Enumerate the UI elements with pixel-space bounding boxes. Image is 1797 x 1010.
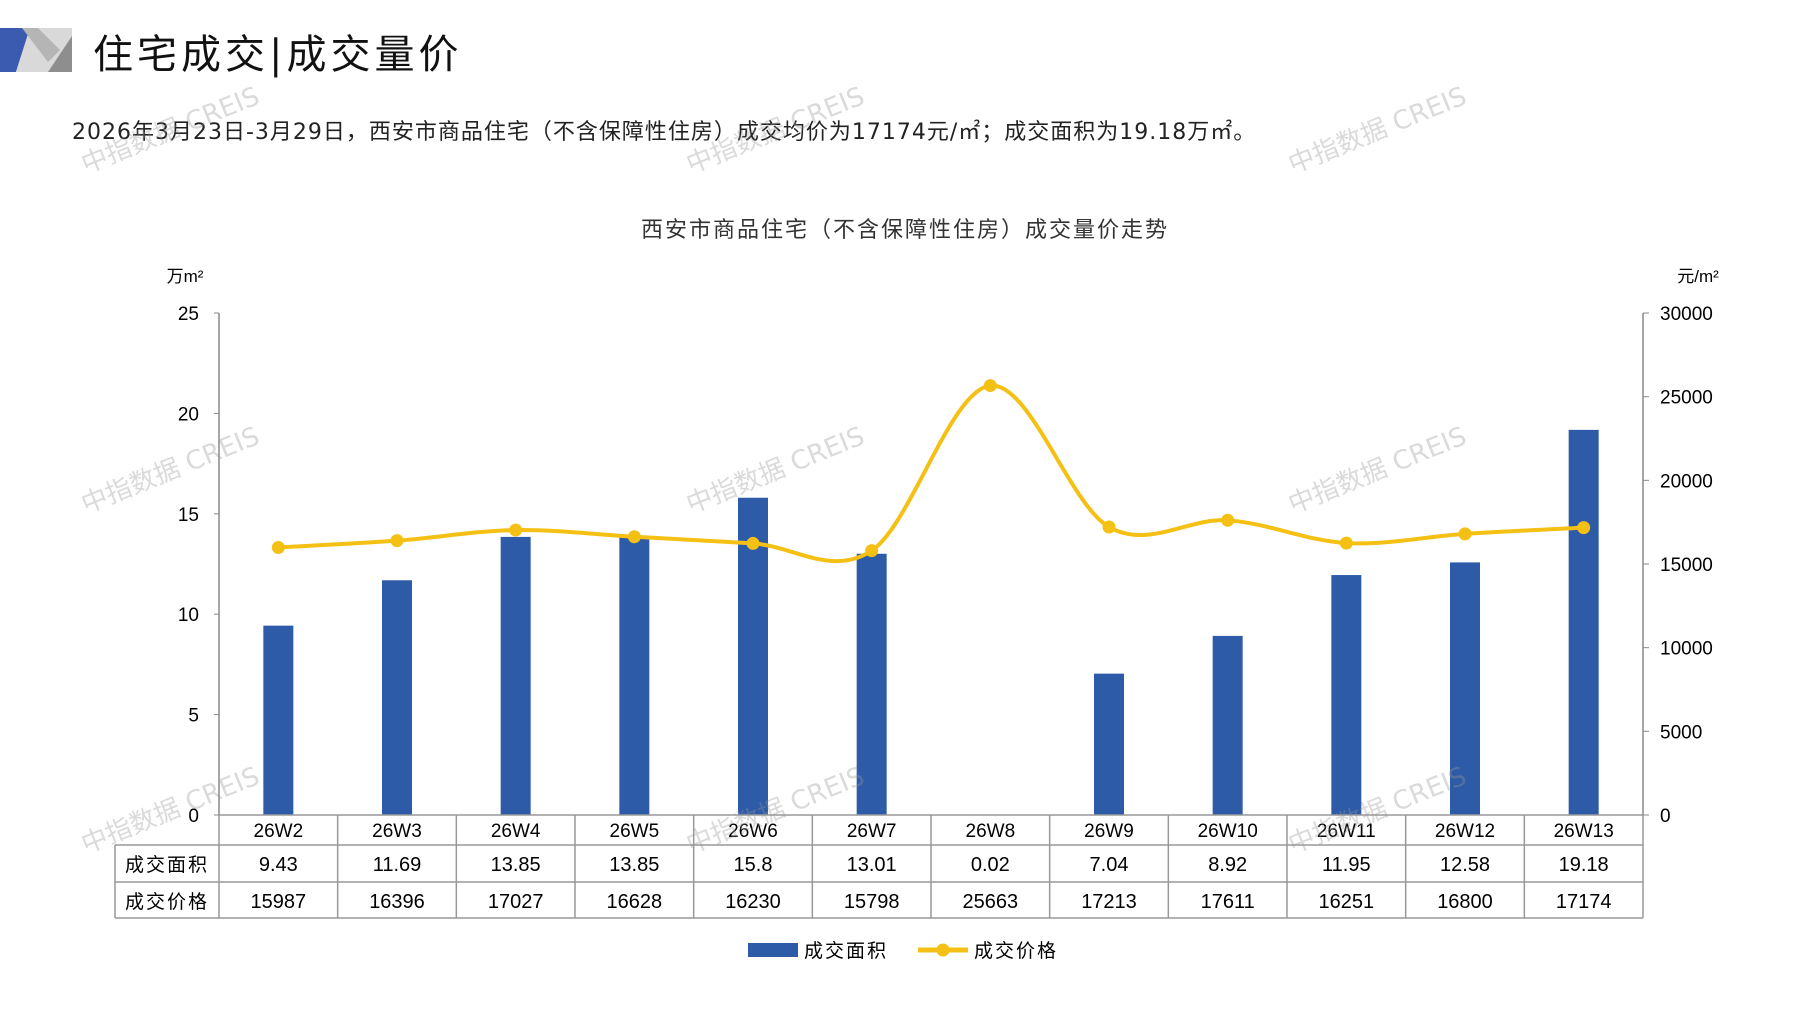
category-label: 26W10 — [1198, 821, 1258, 842]
price-value-cell: 16230 — [725, 891, 781, 913]
header-logo-icon — [0, 28, 72, 72]
bar-26W2 — [263, 625, 294, 815]
price-point-26W13 — [1577, 521, 1591, 535]
left-tick-label: 5 — [188, 706, 199, 727]
area-value-cell: 9.43 — [259, 854, 298, 876]
row-header-area: 成交面积 — [125, 854, 209, 876]
price-value-cell: 17027 — [488, 891, 544, 913]
area-value-cell: 13.01 — [847, 854, 897, 876]
price-point-26W8 — [983, 379, 997, 393]
bar-26W6 — [738, 497, 768, 815]
left-tick-label: 25 — [178, 304, 199, 325]
right-tick-label: 20000 — [1660, 471, 1713, 492]
price-value-cell: 17174 — [1556, 891, 1612, 913]
category-label: 26W3 — [372, 821, 422, 842]
left-tick-label: 0 — [188, 806, 199, 827]
right-tick-label: 5000 — [1660, 722, 1702, 743]
bar-26W11 — [1331, 575, 1362, 815]
area-value-cell: 7.04 — [1090, 854, 1129, 876]
area-value-cell: 12.58 — [1440, 854, 1490, 876]
category-label: 26W11 — [1317, 821, 1376, 842]
category-label: 26W6 — [728, 821, 778, 842]
page-title: 住宅成交|成交量价 — [93, 32, 463, 78]
category-label: 26W2 — [254, 821, 304, 842]
area-value-cell: 11.95 — [1322, 854, 1371, 876]
summary-text: 2026年3月23日-3月29日，西安市商品住宅（不含保障性住房）成交均价为17… — [72, 120, 1257, 145]
row-header-price: 成交价格 — [125, 891, 209, 913]
legend-label-price: 成交价格 — [974, 940, 1058, 962]
left-tick-label: 20 — [178, 404, 199, 425]
bar-26W12 — [1450, 562, 1480, 815]
price-value-cell: 15798 — [844, 891, 900, 913]
price-point-26W12 — [1458, 527, 1472, 541]
legend-label-area: 成交面积 — [804, 940, 888, 962]
category-label: 26W12 — [1435, 821, 1495, 842]
price-value-cell: 25663 — [963, 891, 1019, 913]
legend-bar-swatch-icon — [748, 943, 798, 957]
price-value-cell: 17611 — [1201, 891, 1255, 913]
price-value-cell: 17213 — [1081, 891, 1137, 913]
right-tick-label: 10000 — [1660, 639, 1713, 660]
category-label: 26W5 — [610, 821, 660, 842]
area-value-cell: 8.92 — [1208, 854, 1247, 876]
price-line — [278, 383, 1584, 563]
price-point-26W10 — [1221, 513, 1235, 527]
price-value-cell: 16628 — [607, 891, 663, 913]
bar-26W7 — [856, 553, 887, 815]
price-point-26W9 — [1102, 520, 1116, 534]
category-label: 26W9 — [1084, 821, 1134, 842]
legend-marker-icon — [936, 943, 950, 957]
price-value-cell: 16396 — [369, 891, 425, 913]
category-label: 26W8 — [966, 821, 1016, 842]
area-value-cell: 13.85 — [491, 854, 541, 876]
bar-26W13 — [1568, 429, 1599, 815]
price-point-26W11 — [1339, 536, 1353, 550]
price-point-26W7 — [865, 544, 879, 558]
area-value-cell: 13.85 — [609, 854, 659, 876]
price-point-26W5 — [627, 530, 641, 544]
bar-26W3 — [382, 580, 412, 815]
left-tick-label: 15 — [178, 505, 199, 526]
price-value-cell: 16800 — [1437, 891, 1493, 913]
bar-26W9 — [1094, 673, 1124, 815]
bar-26W5 — [619, 536, 650, 815]
chart-title: 西安市商品住宅（不含保障性住房）成交量价走势 — [640, 218, 1169, 243]
right-tick-label: 25000 — [1660, 388, 1713, 409]
left-axis-unit: 万m² — [167, 267, 204, 286]
right-tick-label: 15000 — [1660, 555, 1713, 576]
price-point-26W3 — [390, 534, 404, 548]
right-tick-label: 0 — [1660, 806, 1671, 827]
area-value-cell: 11.69 — [373, 854, 422, 876]
price-point-26W2 — [271, 540, 285, 554]
area-value-cell: 15.8 — [734, 854, 773, 876]
price-point-26W6 — [746, 536, 760, 550]
category-label: 26W4 — [491, 821, 541, 842]
category-label: 26W13 — [1554, 821, 1614, 842]
price-point-26W4 — [509, 523, 523, 537]
area-value-cell: 19.18 — [1559, 854, 1609, 876]
price-value-cell: 15987 — [251, 891, 307, 913]
right-axis-unit: 元/m² — [1677, 267, 1719, 286]
area-value-cell: 0.02 — [971, 854, 1010, 876]
category-label: 26W7 — [847, 821, 897, 842]
bar-26W10 — [1212, 635, 1243, 815]
right-tick-label: 30000 — [1660, 304, 1713, 325]
left-tick-label: 10 — [178, 605, 199, 626]
price-value-cell: 16251 — [1319, 891, 1375, 913]
bar-26W4 — [500, 536, 531, 815]
